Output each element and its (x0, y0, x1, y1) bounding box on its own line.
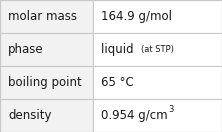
Text: density: density (8, 109, 52, 122)
Text: 65 °C: 65 °C (101, 76, 134, 89)
Bar (93, 66, 222, 99)
Bar (93, 99, 222, 132)
Text: molar mass: molar mass (8, 10, 77, 23)
Text: boiling point: boiling point (8, 76, 82, 89)
Bar (0, 99, 93, 132)
Text: 0.954 g/cm: 0.954 g/cm (101, 109, 168, 122)
Bar (93, 0, 222, 33)
Text: 3: 3 (168, 105, 173, 114)
Text: 164.9 g/mol: 164.9 g/mol (101, 10, 172, 23)
Text: (at STP): (at STP) (141, 45, 174, 54)
Bar (0, 0, 93, 33)
Bar (0, 66, 93, 99)
Bar (0, 33, 93, 66)
Text: phase: phase (8, 43, 44, 56)
Bar (93, 33, 222, 66)
Text: liquid: liquid (101, 43, 141, 56)
